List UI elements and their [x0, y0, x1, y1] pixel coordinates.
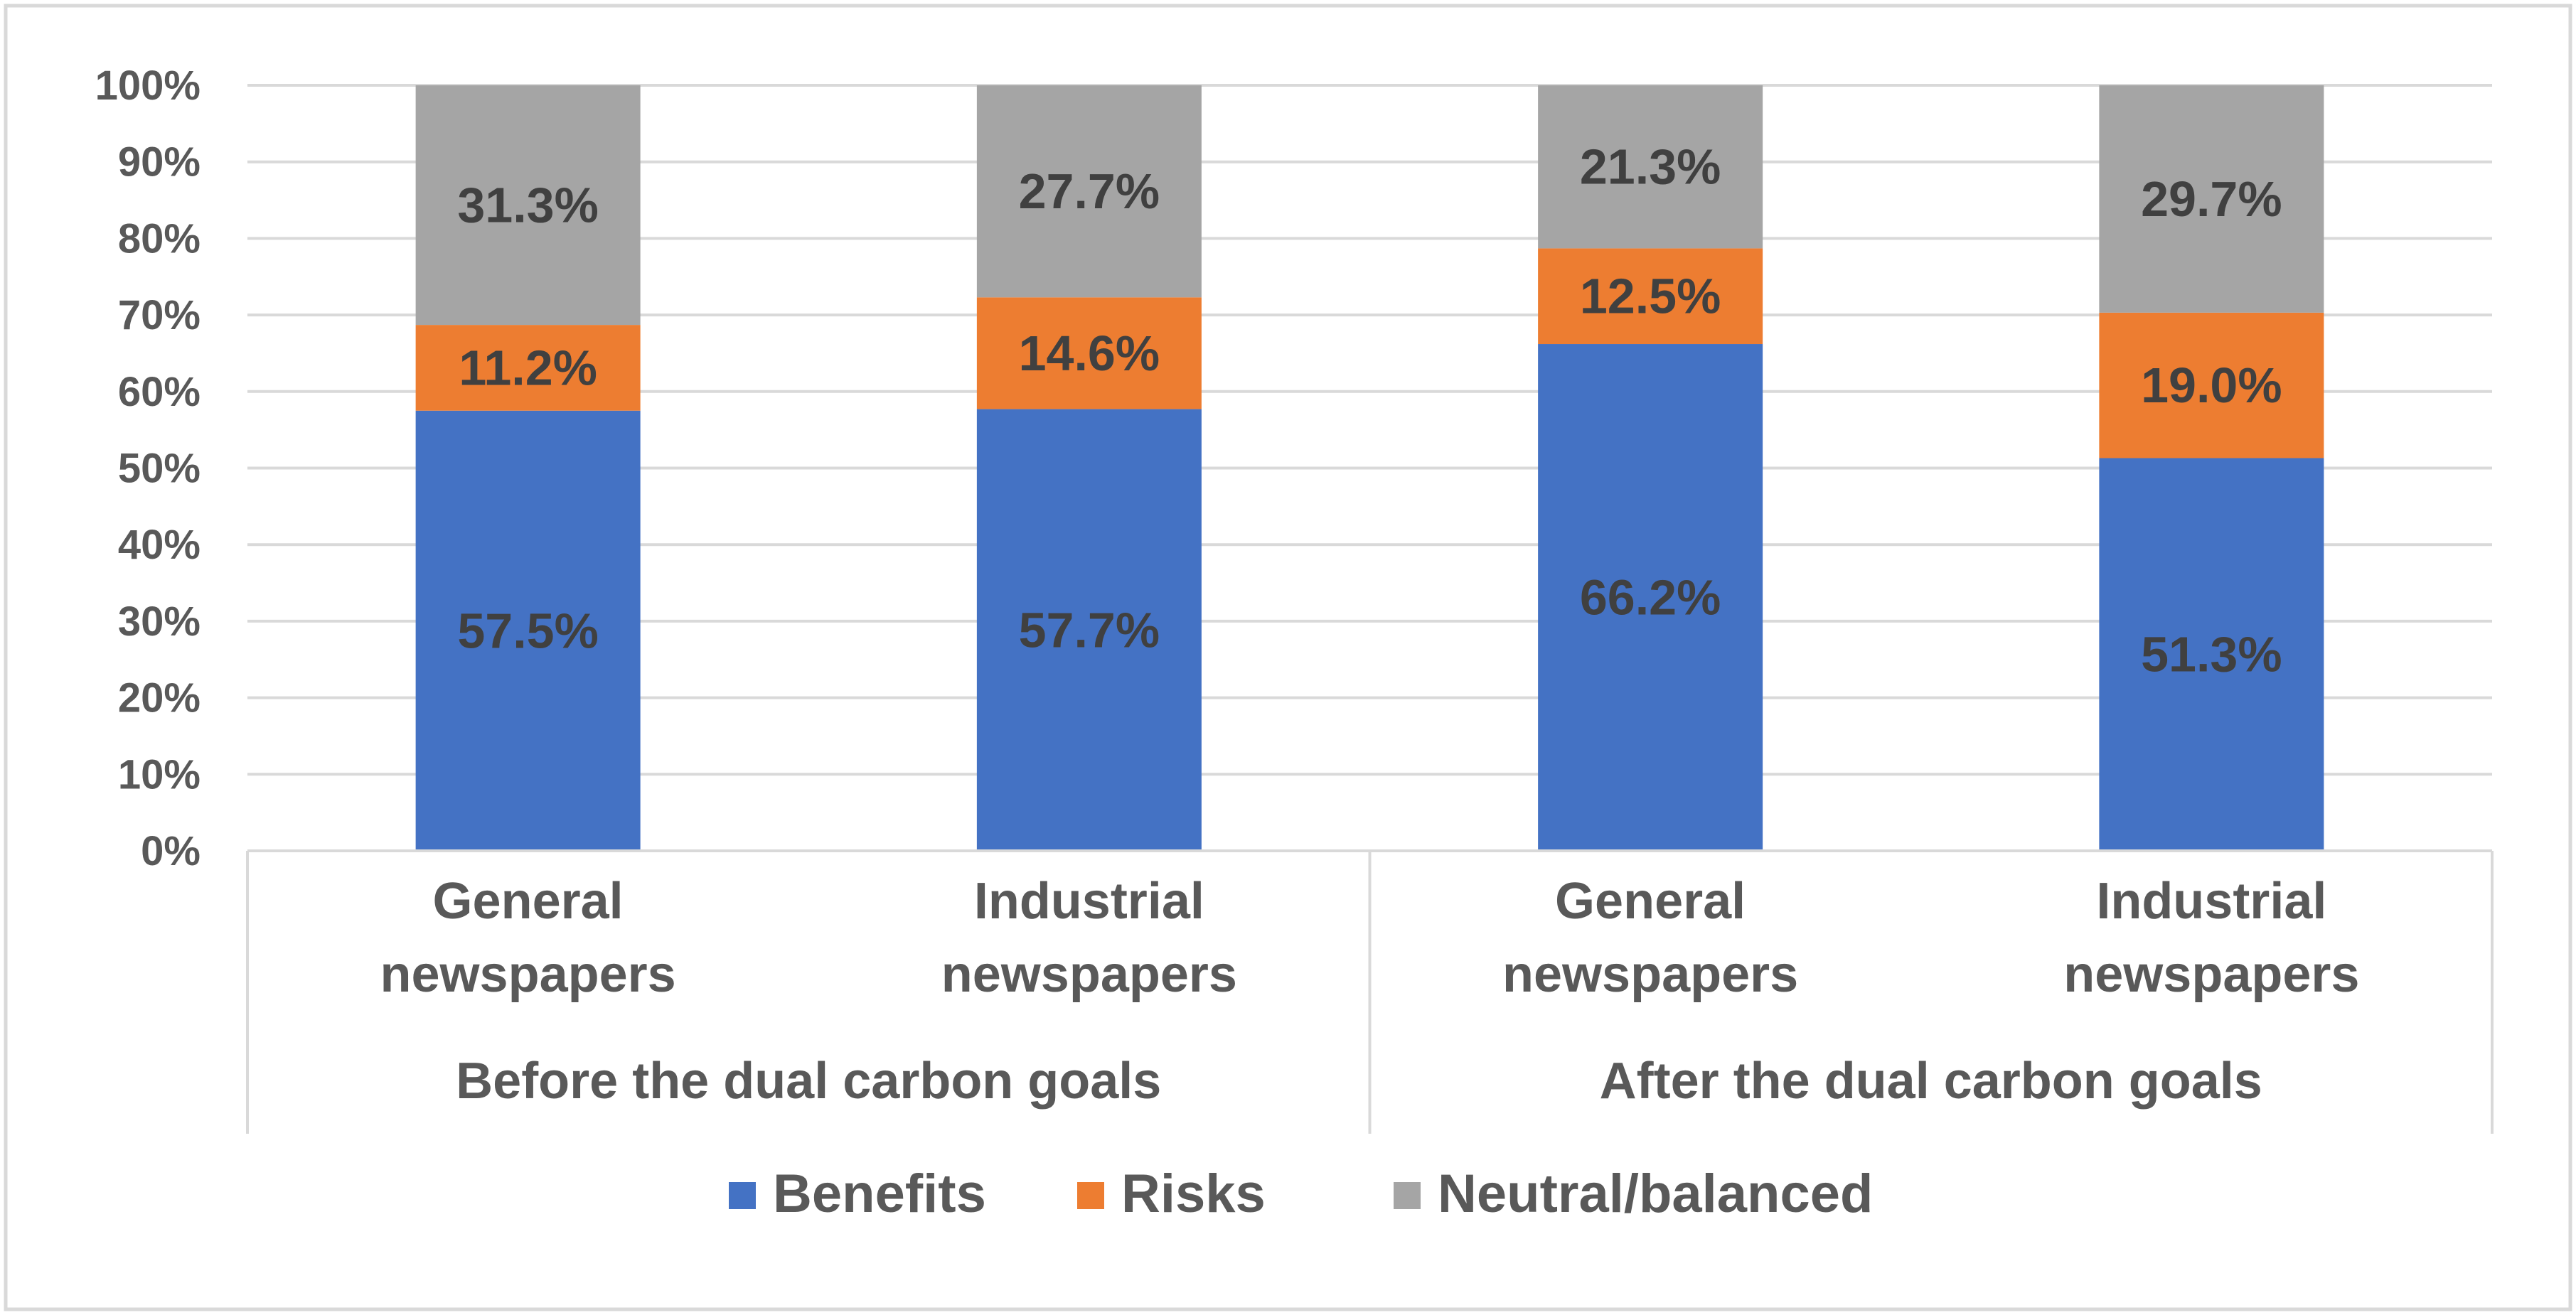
- legend-swatch: [729, 1182, 756, 1209]
- bar-segment: [976, 85, 1202, 298]
- data-label: 57.5%: [457, 603, 598, 658]
- bar-segment: [415, 85, 641, 326]
- bar-segment: [1538, 248, 1763, 345]
- data-label: 12.5%: [1580, 269, 1721, 324]
- legend-label: Risks: [1121, 1164, 1266, 1224]
- bar-segment: [976, 409, 1202, 851]
- legend-label: Neutral/balanced: [1438, 1164, 1873, 1224]
- x-axis: General newspapers Industrial newspapers Gen…: [246, 849, 2494, 1134]
- y-tick-label: 90%: [118, 139, 201, 186]
- bar-segment: [1538, 85, 1763, 249]
- y-tick-label: 40%: [118, 522, 201, 568]
- bar-segment: [1538, 344, 1763, 851]
- bars: [415, 85, 2324, 851]
- bar-segment: [2099, 312, 2324, 458]
- group-label: After the dual carbon goals: [1600, 1053, 2262, 1110]
- data-label: 31.3%: [457, 178, 598, 233]
- group-label: Before the dual carbon goals: [456, 1053, 1161, 1110]
- y-tick-label: 0%: [141, 828, 201, 874]
- y-tick-label: 60%: [118, 369, 201, 415]
- data-labels: 57.5% 11.2% 31.3% 57.7% 14.6% 27.7% 66.2% 12.5%…: [457, 139, 2282, 682]
- y-tick-label: 30%: [118, 599, 201, 645]
- y-tick-label: 50%: [118, 446, 201, 492]
- category-label: Industrial newspapers: [2063, 873, 2359, 1003]
- y-tick-label: 10%: [118, 751, 201, 798]
- legend-label: Benefits: [773, 1164, 986, 1224]
- bar-segment: [2099, 85, 2324, 313]
- bar-segment: [415, 325, 641, 411]
- y-axis: 0% 10% 20% 30% 40% 50% 60% 70% 80% 90% 100%: [95, 63, 201, 874]
- legend: Benefits Risks Neutral/balanced: [729, 1164, 1873, 1224]
- category-label: General newspapers: [1502, 873, 1798, 1003]
- y-tick-label: 100%: [95, 63, 201, 109]
- data-label: 57.7%: [1019, 602, 1160, 658]
- data-label: 19.0%: [2141, 358, 2282, 413]
- category-label: General newspapers: [380, 873, 676, 1003]
- data-label: 21.3%: [1580, 139, 1721, 195]
- y-tick-label: 80%: [118, 215, 201, 262]
- data-label: 27.7%: [1019, 163, 1160, 219]
- data-label: 51.3%: [2141, 627, 2282, 682]
- data-label: 66.2%: [1580, 570, 1721, 626]
- category-label: Industrial newspapers: [941, 873, 1237, 1003]
- legend-swatch: [1077, 1182, 1104, 1209]
- y-tick-label: 20%: [118, 675, 201, 721]
- bar-segment: [2099, 458, 2324, 851]
- data-label: 11.2%: [459, 340, 597, 395]
- data-label: 14.6%: [1019, 326, 1160, 381]
- legend-swatch: [1394, 1182, 1421, 1209]
- bar-segment: [976, 297, 1202, 409]
- data-label: 29.7%: [2141, 171, 2282, 227]
- y-tick-label: 70%: [118, 292, 201, 338]
- bar-segment: [415, 410, 641, 851]
